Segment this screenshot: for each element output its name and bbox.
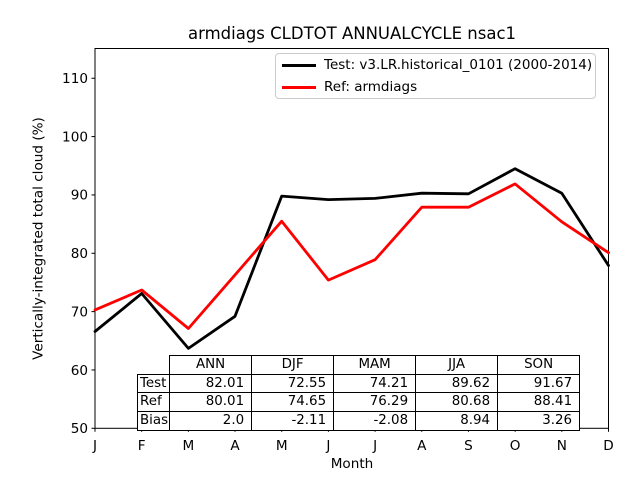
table-cell: 2.0	[169, 411, 253, 431]
y-tick-label: 60	[71, 363, 88, 379]
table-row: Bias 2.0 -2.11 -2.08 8.94 3.26	[136, 411, 581, 431]
table-col-header: ANN	[169, 355, 253, 375]
x-axis-label: Month	[330, 456, 374, 472]
legend-label-test: Test: v3.LR.historical_0101 (2000-2014)	[324, 57, 593, 73]
x-tick-label: M	[276, 438, 288, 454]
table-cell: -2.11	[251, 411, 335, 431]
x-tick-label: S	[464, 438, 473, 454]
legend-line-ref	[282, 85, 316, 89]
table-cell: -2.08	[333, 411, 417, 431]
table-row-label: Test	[136, 373, 171, 394]
y-tick-label: 80	[71, 246, 88, 262]
legend-line-test	[282, 63, 316, 67]
y-tick-label: 90	[71, 188, 88, 204]
legend-label-ref: Ref: armdiags	[324, 79, 418, 95]
table-cell: 82.01	[169, 373, 253, 394]
table-col-header: DJF	[251, 355, 335, 375]
y-tick-label: 110	[62, 71, 88, 87]
legend-item-ref: Ref: armdiags	[276, 78, 595, 96]
x-tick-label: D	[603, 438, 613, 454]
stats-table: ANN DJF MAM JJA SON Test 82.01 72.55 74.…	[136, 355, 581, 431]
y-tick-label: 100	[62, 129, 88, 145]
table-cell: 91.67	[497, 373, 581, 394]
chart-title: armdiags CLDTOT ANNUALCYCLE nsac1	[187, 24, 517, 43]
table-cell: 8.94	[415, 411, 499, 431]
x-tick-label: F	[138, 438, 146, 454]
table-cell: 74.21	[333, 373, 417, 394]
table-cell: 89.62	[415, 373, 499, 394]
x-tick-label: J	[92, 438, 97, 454]
series-line-ref	[93, 182, 610, 330]
table-cell: 80.68	[415, 392, 499, 413]
table-cell: 72.55	[251, 373, 335, 394]
x-tick-label: J	[372, 438, 377, 454]
table-row: Test 82.01 72.55 74.21 89.62 91.67	[136, 373, 581, 394]
x-tick-label: N	[557, 438, 567, 454]
table-cell: 3.26	[497, 411, 581, 431]
x-tick-label: J	[325, 438, 330, 454]
table-corner-cell	[138, 356, 170, 375]
y-tick-label: 70	[71, 304, 88, 320]
table-col-header: MAM	[333, 355, 417, 375]
table-header-row: ANN DJF MAM JJA SON	[138, 355, 581, 375]
x-tick-label: O	[510, 438, 521, 454]
series-line-test	[93, 167, 610, 350]
x-tick-label: A	[417, 438, 427, 454]
legend-item-test: Test: v3.LR.historical_0101 (2000-2014)	[276, 56, 595, 74]
table-row-label: Bias	[136, 411, 171, 431]
table-col-header: SON	[497, 355, 581, 375]
table-cell: 80.01	[169, 392, 253, 413]
table-col-header: JJA	[415, 355, 499, 375]
x-tick-label: A	[230, 438, 240, 454]
x-tick-label: M	[182, 438, 194, 454]
table-cell: 74.65	[251, 392, 335, 413]
table-row-label: Ref	[136, 392, 171, 413]
y-axis-label: Vertically-integrated total cloud (%)	[30, 117, 47, 360]
y-tick-label: 50	[71, 421, 88, 437]
table-cell: 88.41	[497, 392, 581, 413]
table-cell: 76.29	[333, 392, 417, 413]
legend: Test: v3.LR.historical_0101 (2000-2014) …	[275, 53, 596, 99]
table-row: Ref 80.01 74.65 76.29 80.68 88.41	[136, 392, 581, 413]
